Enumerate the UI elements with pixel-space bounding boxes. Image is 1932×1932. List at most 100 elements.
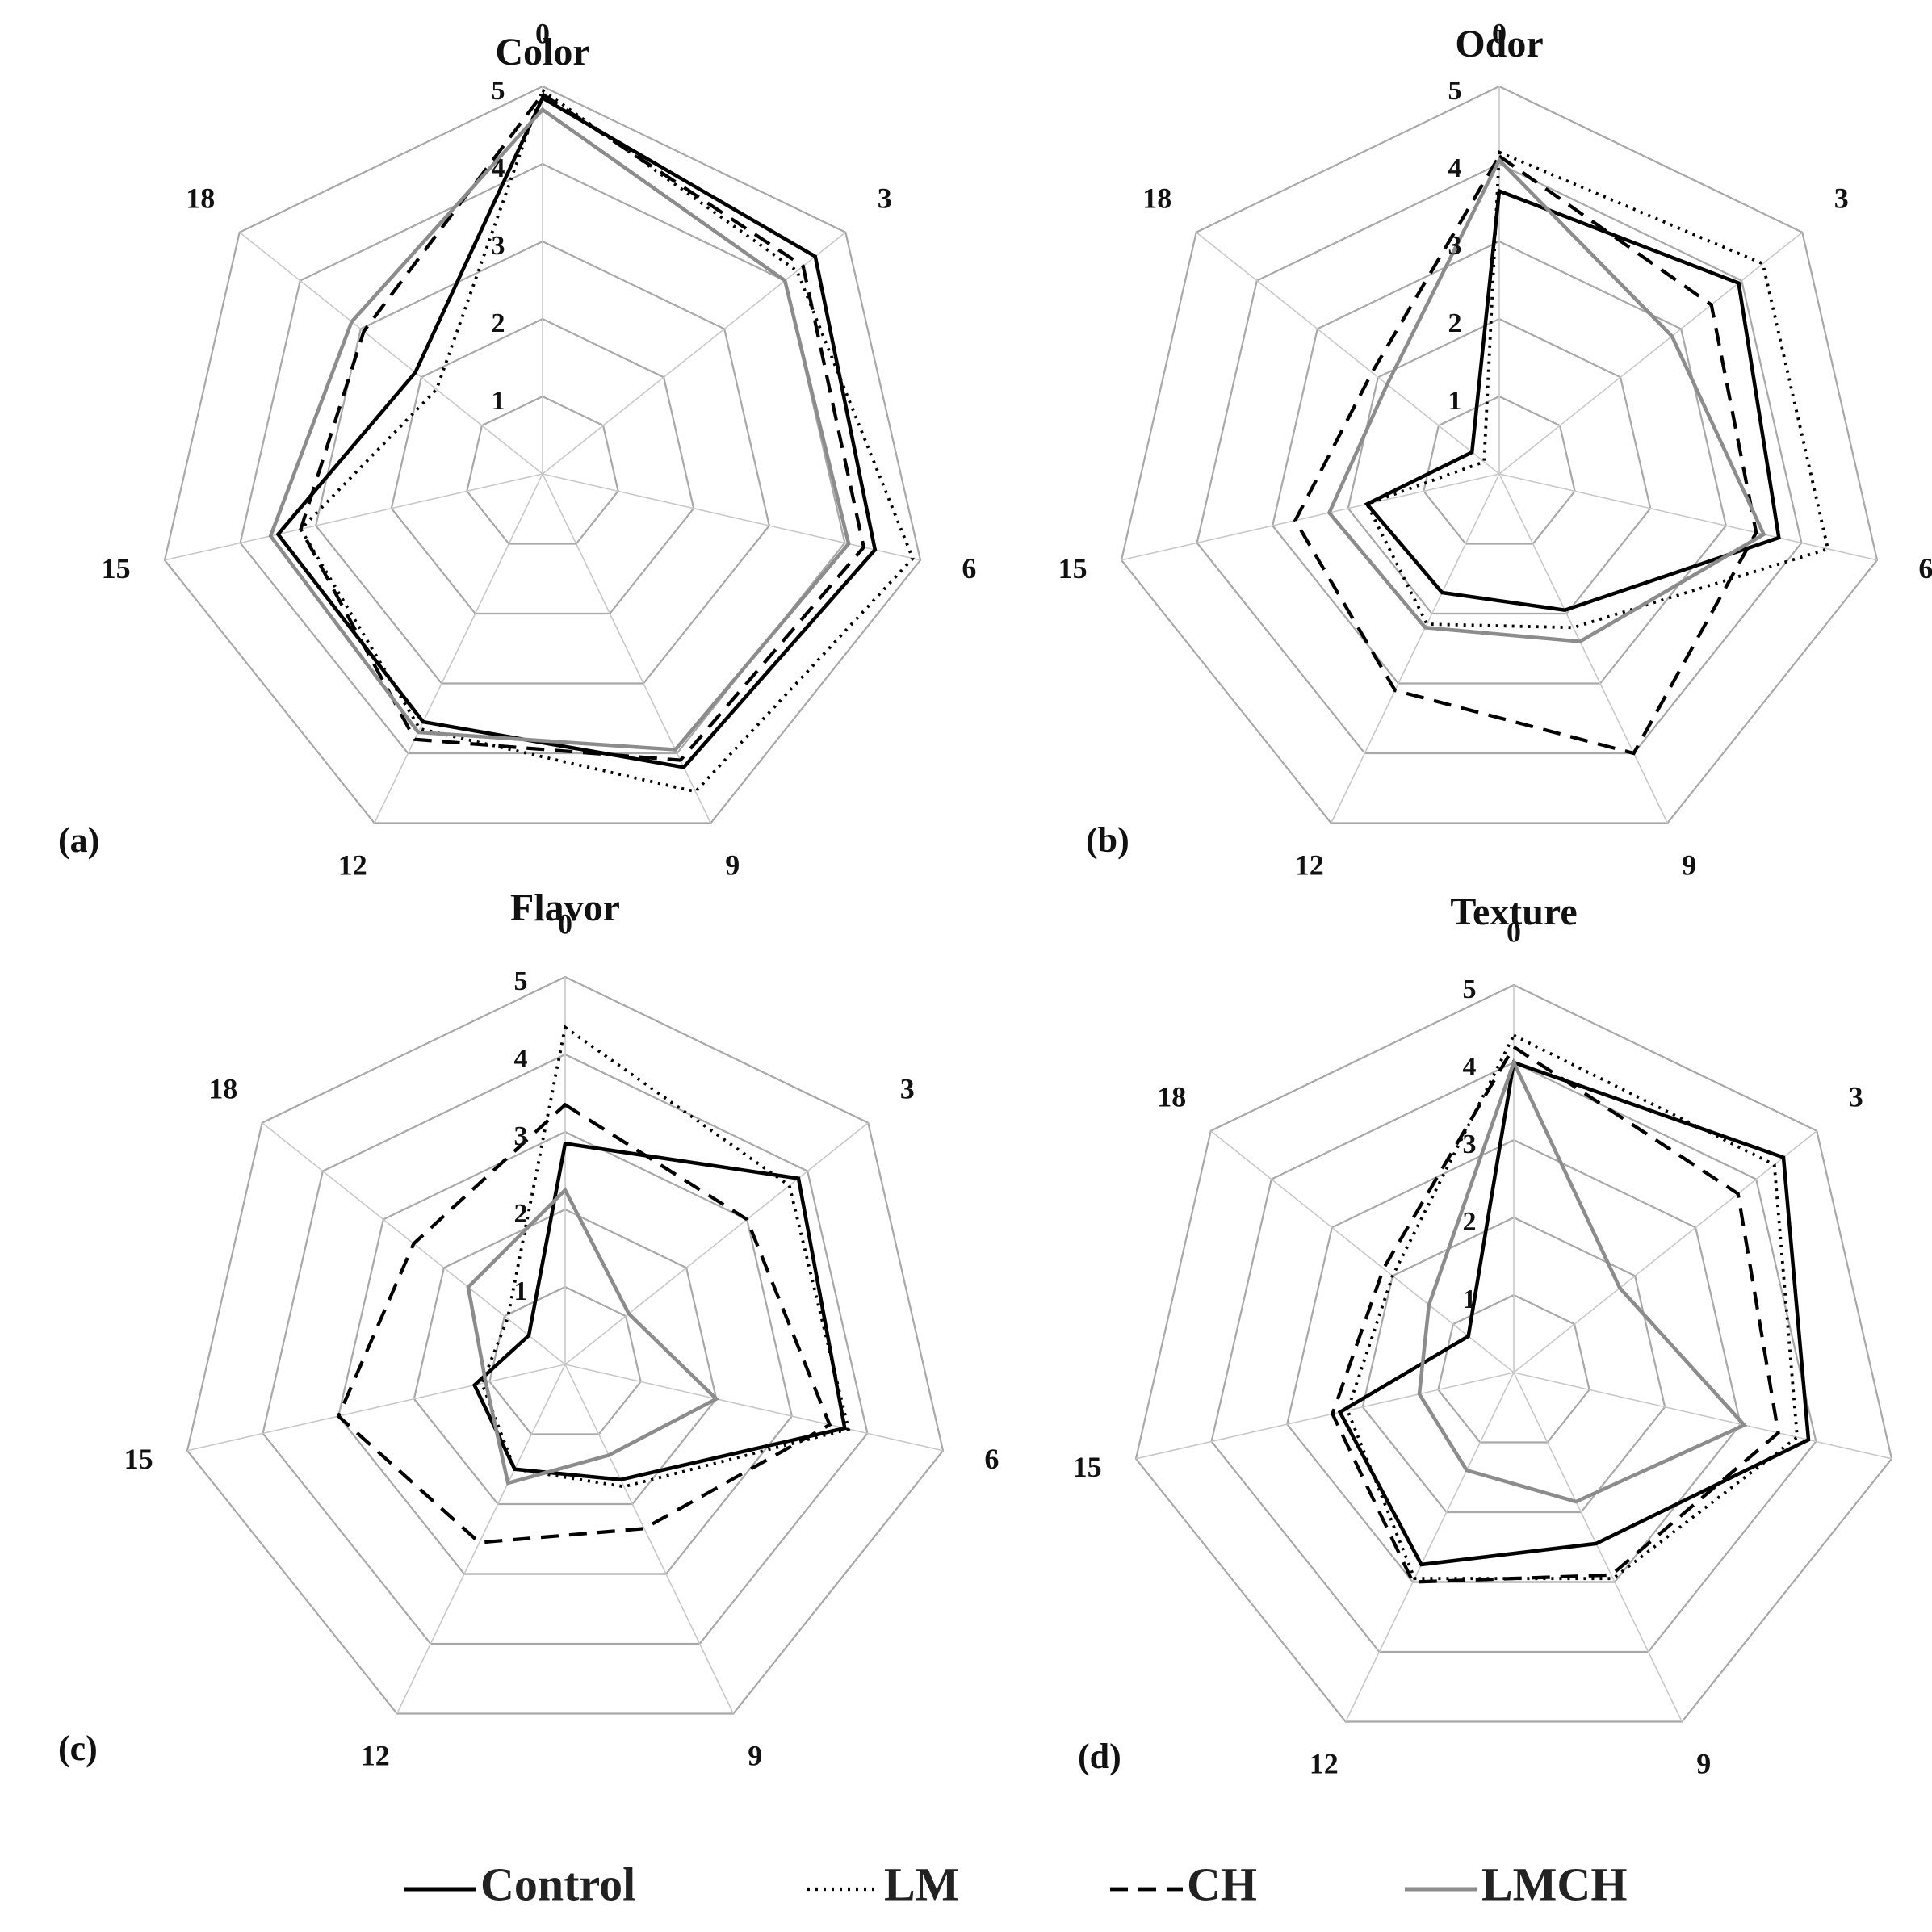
- series-lm: [1346, 1033, 1799, 1581]
- axis-label-0: 0: [1492, 17, 1507, 49]
- axis-label-3: 3: [900, 1072, 915, 1104]
- grid-ring-1: [466, 395, 619, 545]
- spoke-15: [1135, 1372, 1515, 1460]
- chart-title: Flavor: [510, 886, 620, 929]
- tick-label: 4: [514, 1044, 528, 1074]
- grid-ring-4: [262, 1053, 869, 1645]
- tick-label: 5: [1448, 76, 1462, 106]
- spoke-15: [186, 1364, 566, 1452]
- axis-label-9: 9: [1696, 1748, 1711, 1780]
- series-lmch: [1326, 157, 1766, 643]
- axis-label-15: 15: [102, 552, 131, 585]
- tick-label: 2: [1448, 308, 1462, 338]
- series-ch: [1293, 153, 1758, 756]
- series-ch: [1331, 1044, 1780, 1584]
- spoke-9: [564, 1364, 735, 1714]
- spoke-3: [1498, 232, 1803, 475]
- series-lm: [299, 87, 915, 794]
- grid-ring-1: [488, 1285, 642, 1435]
- series-ch: [336, 1102, 832, 1544]
- axis-label-6: 6: [1918, 552, 1932, 585]
- tick-label: 2: [514, 1199, 528, 1229]
- axis-label-12: 12: [1295, 849, 1324, 882]
- legend-label-lm: LM: [884, 1858, 959, 1910]
- spoke-18: [1210, 1130, 1515, 1373]
- axis-label-12: 12: [338, 849, 367, 882]
- axis-label-3: 3: [1834, 182, 1849, 214]
- spoke-12: [396, 1364, 566, 1714]
- grid-ring-4: [1196, 162, 1803, 755]
- spoke-3: [542, 232, 846, 475]
- spoke-6: [1513, 1372, 1892, 1460]
- series-lm: [1364, 149, 1830, 630]
- axis-label-15: 15: [1073, 1451, 1102, 1483]
- grid-ring-1: [1423, 395, 1576, 545]
- spoke-12: [1344, 1372, 1515, 1722]
- axis-label-18: 18: [186, 182, 215, 214]
- legend-label-control: Control: [480, 1858, 635, 1910]
- tick-label: 4: [1448, 153, 1462, 183]
- axis-label-15: 15: [124, 1443, 153, 1475]
- axis-label-3: 3: [878, 182, 892, 214]
- panel-label: (a): [58, 820, 99, 860]
- tick-label: 3: [514, 1121, 528, 1151]
- spoke-9: [542, 473, 712, 824]
- tick-label: 1: [1463, 1285, 1477, 1314]
- tick-label: 5: [492, 76, 505, 106]
- tick-label: 1: [1448, 386, 1462, 416]
- chart-title: Color: [495, 31, 589, 73]
- spoke-6: [1498, 473, 1878, 561]
- axis-label-12: 12: [361, 1740, 390, 1772]
- tick-label: 3: [1463, 1129, 1477, 1159]
- panel-label: (c): [58, 1729, 98, 1768]
- legend-label-ch: CH: [1187, 1858, 1257, 1910]
- chart-title: Odor: [1455, 23, 1543, 65]
- spoke-12: [373, 473, 543, 824]
- panel-label: (b): [1086, 820, 1129, 860]
- axis-label-0: 0: [1507, 916, 1521, 948]
- axis-label-0: 0: [558, 907, 572, 940]
- axis-label-0: 0: [535, 17, 550, 49]
- axis-label-9: 9: [725, 849, 740, 882]
- grid-ring-4: [1210, 1061, 1817, 1653]
- series-lmch: [268, 107, 851, 752]
- chart-title: Texture: [1450, 891, 1577, 933]
- grid-ring-2: [413, 1208, 718, 1506]
- series-control: [1337, 1059, 1811, 1567]
- axis-label-6: 6: [962, 552, 976, 585]
- grid-ring-3: [1286, 1138, 1741, 1583]
- axis-label-18: 18: [1142, 182, 1171, 214]
- axis-label-9: 9: [748, 1740, 762, 1772]
- grid-ring-5: [1134, 983, 1893, 1723]
- spoke-9: [1498, 473, 1669, 824]
- series-lmch: [1417, 1058, 1748, 1504]
- grid-ring-5: [163, 85, 922, 824]
- series-control: [471, 1141, 847, 1481]
- grid-ring-2: [390, 317, 695, 615]
- spoke-3: [564, 1122, 869, 1365]
- series-ch: [299, 91, 866, 762]
- tick-label: 4: [1463, 1052, 1477, 1082]
- radar-panel-texture: 123450369121518Texture(d): [1073, 891, 1893, 1780]
- axis-label-18: 18: [1157, 1080, 1186, 1113]
- grid-ring-1: [1437, 1293, 1590, 1444]
- grid-ring-2: [1347, 317, 1652, 615]
- tick-label: 2: [1463, 1207, 1477, 1237]
- tick-label: 1: [514, 1276, 528, 1306]
- spoke-12: [1330, 473, 1500, 824]
- axis-label-3: 3: [1849, 1080, 1863, 1113]
- tick-label: 1: [492, 386, 505, 416]
- tick-label: 2: [492, 308, 505, 338]
- tick-label: 4: [492, 153, 505, 183]
- spoke-18: [239, 232, 543, 475]
- tick-label: 5: [1463, 974, 1477, 1004]
- spoke-15: [164, 473, 543, 561]
- axis-label-6: 6: [984, 1443, 999, 1475]
- axis-label-15: 15: [1058, 552, 1088, 585]
- legend-label-lmch: LMCH: [1481, 1858, 1627, 1910]
- grid-ring-5: [1120, 85, 1879, 824]
